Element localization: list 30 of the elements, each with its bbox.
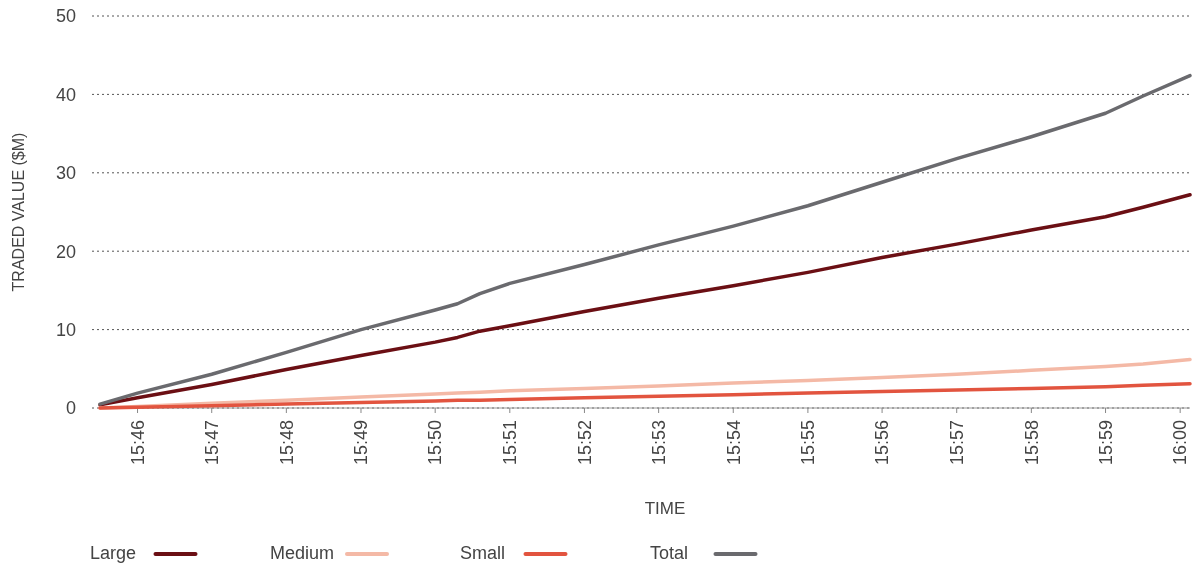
x-tick-label: 15:50 [425,420,446,466]
x-tick-label: 15:53 [648,420,669,466]
x-tick-label: 15:55 [798,420,819,466]
x-tick-label: 15:48 [276,420,297,466]
y-tick-label: 50 [55,6,76,27]
y-tick-label: 30 [55,163,76,184]
x-tick-label: 15:54 [723,420,744,466]
legend-label: Large [90,543,137,563]
line-series [98,193,1192,407]
y-axis-title: TRADED VALUE ($M) [10,132,27,292]
y-tick-label: 10 [55,319,76,340]
x-tick-label: 16:00 [1170,420,1191,466]
x-tick-label: 15:46 [127,420,148,466]
x-tick-label: 15:56 [872,420,893,466]
x-tick-label: 15:47 [202,420,223,466]
x-axis-title: TIME [644,499,686,518]
x-tick-label: 15:49 [351,420,372,466]
line-series [98,381,1192,410]
legend-label: Total [650,543,689,563]
x-tick-label: 15:51 [500,420,521,466]
y-tick-label: 40 [55,84,76,105]
x-tick-label: 15:58 [1021,420,1042,466]
y-tick-label: 20 [55,241,76,262]
x-tick-label: 15:52 [574,420,595,466]
x-tick-label: 15:57 [947,420,968,466]
legend-label: Small [460,543,506,563]
x-tick-label: 15:59 [1095,420,1116,466]
y-tick-label: 0 [65,398,76,419]
line-series [98,73,1192,406]
legend-label: Medium [270,543,335,563]
